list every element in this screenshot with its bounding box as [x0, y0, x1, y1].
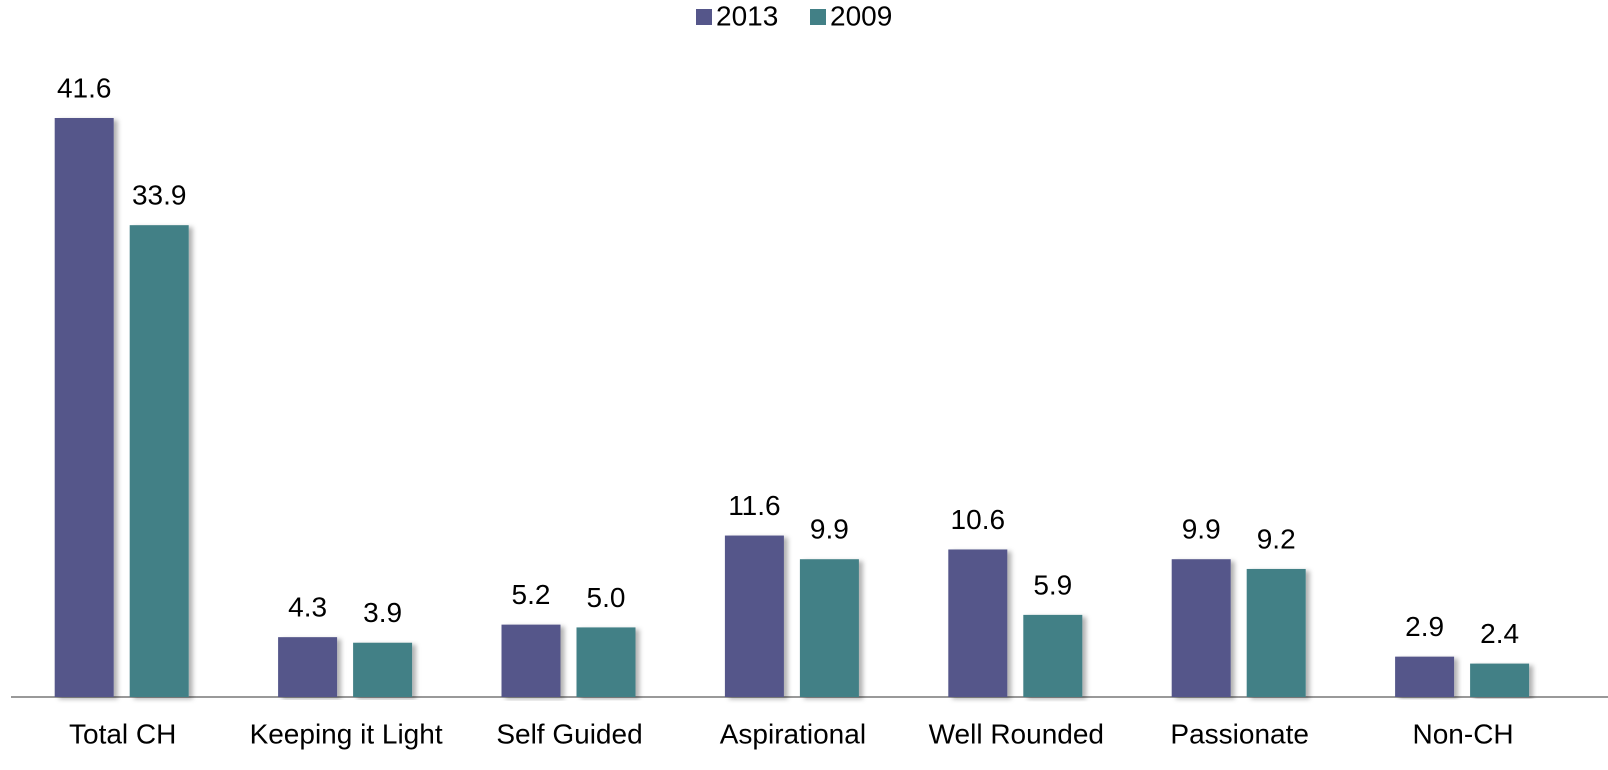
data-label: 41.6: [57, 72, 112, 103]
data-label: 9.9: [1182, 514, 1221, 545]
data-label: 5.2: [512, 579, 551, 610]
data-label: 3.9: [363, 597, 402, 628]
bar: [799, 559, 859, 697]
bar: [576, 627, 636, 697]
data-label: 11.6: [728, 490, 780, 521]
bar: [129, 225, 189, 698]
data-label: 5.0: [587, 582, 626, 613]
data-label: 2.9: [1405, 611, 1444, 642]
legend-swatch: [810, 9, 826, 25]
x-tick-label: Aspirational: [720, 718, 866, 749]
data-label: 5.9: [1033, 569, 1072, 600]
legend-label: 2013: [716, 0, 778, 31]
bar: [501, 624, 561, 697]
data-label: 4.3: [288, 592, 327, 623]
x-tick-label: Passionate: [1170, 718, 1309, 749]
bar: [1246, 568, 1306, 697]
bar: [1395, 656, 1455, 697]
bar: [353, 642, 413, 697]
data-label: 9.2: [1257, 523, 1296, 554]
data-label: 10.6: [951, 504, 1006, 535]
bar: [278, 637, 338, 697]
bar: [1171, 559, 1231, 697]
x-tick-label: Self Guided: [496, 718, 642, 749]
x-tick-label: Well Rounded: [929, 718, 1104, 749]
bar: [54, 118, 114, 697]
data-label: 2.4: [1480, 618, 1519, 649]
data-label: 9.9: [810, 514, 849, 545]
x-tick-label: Non-CH: [1413, 718, 1514, 749]
x-tick-label: Total CH: [69, 718, 176, 749]
legend-label: 2009: [830, 0, 892, 31]
x-tick-label: Keeping it Light: [250, 718, 443, 749]
bar: [724, 535, 784, 697]
bar: [1023, 614, 1083, 697]
bar: [948, 549, 1008, 697]
bar: [1470, 663, 1530, 697]
data-label: 33.9: [132, 180, 187, 211]
legend-swatch: [696, 9, 712, 25]
